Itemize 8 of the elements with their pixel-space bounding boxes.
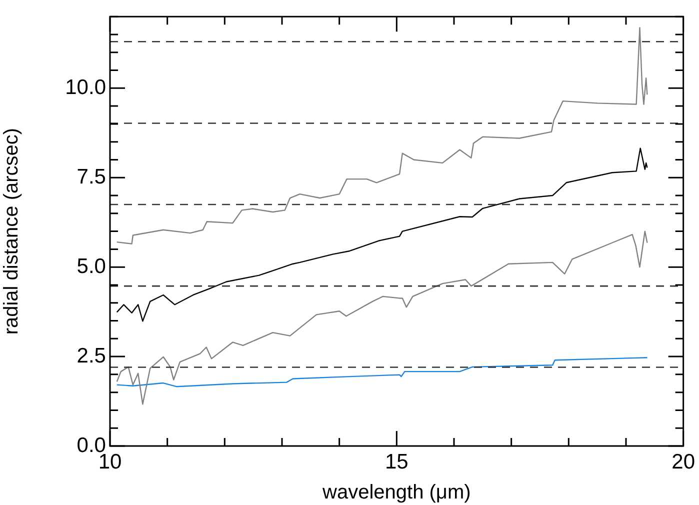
x-tick-label: 20: [672, 450, 695, 474]
y-tick-label: 10.0: [65, 76, 106, 99]
y-tick-label: 2.5: [76, 344, 106, 368]
x-axis-title: wavelength (μm): [322, 482, 471, 504]
x-tick-label: 15: [384, 450, 408, 474]
y-axis-title: radial distance (arcsec): [0, 128, 23, 335]
y-tick-label: 5.0: [76, 254, 106, 278]
y-tick-label: 7.5: [76, 165, 106, 188]
